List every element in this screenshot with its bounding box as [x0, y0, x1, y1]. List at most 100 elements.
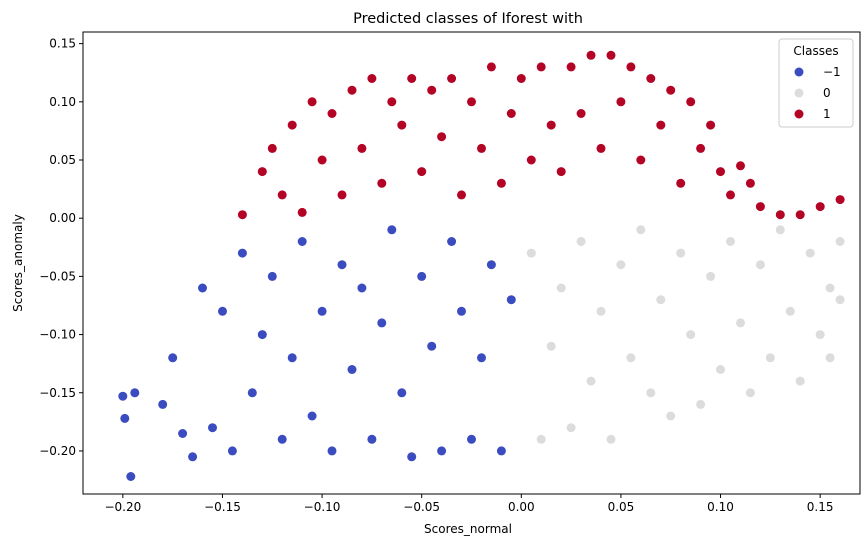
data-point: [785, 306, 795, 316]
data-point: [437, 446, 447, 456]
data-point: [646, 74, 656, 83]
data-point: [745, 178, 755, 188]
data-point: [546, 120, 556, 130]
x-tick-label: 0.05: [608, 500, 635, 514]
data-point: [775, 225, 785, 235]
data-point: [626, 353, 636, 363]
data-point: [536, 62, 546, 72]
data-point: [556, 167, 566, 177]
data-point: [795, 376, 805, 386]
x-tick-label: 0.15: [807, 500, 834, 514]
data-point: [407, 452, 417, 462]
data-point: [168, 353, 178, 363]
y-tick-label: −0.05: [39, 269, 76, 283]
data-point: [805, 248, 815, 258]
data-point: [377, 178, 387, 188]
data-point: [795, 210, 805, 220]
data-point: [716, 365, 725, 374]
data-point: [367, 434, 377, 444]
data-point: [696, 399, 706, 409]
data-point: [566, 423, 576, 433]
x-tick-label: −0.10: [304, 500, 341, 514]
legend-title: Classes: [793, 44, 838, 58]
legend: Classes −1 0 1: [778, 38, 854, 128]
data-point: [556, 283, 566, 293]
x-tick-label: 0.10: [707, 500, 734, 514]
data-point: [666, 85, 676, 95]
data-point: [686, 330, 696, 340]
data-point: [118, 391, 128, 401]
y-axis: −0.20 −0.15 −0.10 −0.05 0.00 0.05 0.10 0.15: [39, 37, 83, 458]
data-point: [656, 295, 666, 305]
data-point: [427, 85, 437, 95]
data-point: [317, 306, 327, 316]
legend-marker: [794, 88, 804, 98]
data-point: [736, 161, 745, 171]
points-layer: [118, 50, 845, 481]
legend-marker: [794, 67, 804, 77]
data-point: [596, 143, 606, 153]
data-point: [755, 202, 765, 212]
data-point: [327, 109, 337, 118]
data-point: [357, 283, 367, 293]
data-point: [277, 190, 287, 200]
data-point: [825, 353, 835, 363]
data-point: [835, 237, 845, 246]
data-point: [736, 318, 745, 328]
data-point: [317, 155, 327, 165]
data-point: [486, 62, 496, 72]
data-point: [606, 50, 616, 60]
data-point: [686, 97, 696, 107]
data-point: [496, 178, 506, 188]
data-point: [835, 295, 845, 305]
chart-title: Predicted classes of Iforest with: [353, 11, 583, 27]
data-point: [526, 248, 536, 258]
data-point: [277, 434, 287, 444]
data-point: [566, 62, 576, 72]
data-point: [387, 97, 397, 107]
data-point: [257, 330, 267, 340]
x-tick-label: −0.15: [204, 500, 241, 514]
legend-label: 0: [823, 86, 831, 100]
data-point: [227, 446, 237, 456]
data-point: [576, 237, 586, 246]
data-point: [267, 143, 277, 153]
data-point: [506, 109, 516, 118]
data-point: [287, 120, 297, 130]
data-point: [457, 190, 466, 200]
data-point: [417, 167, 427, 177]
data-point: [616, 97, 626, 107]
data-point: [397, 120, 407, 130]
data-point: [367, 74, 377, 83]
data-point: [287, 353, 297, 363]
data-point: [716, 167, 725, 177]
data-point: [467, 434, 476, 444]
data-point: [126, 472, 136, 481]
data-point: [347, 365, 357, 374]
data-point: [526, 155, 536, 165]
legend-label: 1: [823, 107, 831, 121]
y-tick-label: 0.15: [49, 37, 76, 51]
y-tick-label: −0.20: [39, 444, 76, 458]
data-point: [158, 399, 168, 409]
data-point: [636, 225, 646, 235]
data-point: [825, 283, 835, 293]
data-point: [337, 260, 347, 270]
data-point: [755, 260, 765, 270]
data-point: [546, 341, 556, 351]
data-point: [516, 74, 526, 83]
data-point: [726, 190, 735, 200]
data-point: [586, 50, 596, 60]
data-point: [765, 353, 775, 363]
data-point: [775, 210, 785, 220]
data-point: [815, 330, 825, 340]
plot-area: [82, 31, 861, 495]
data-point: [606, 434, 616, 444]
data-point: [188, 452, 198, 462]
data-point: [726, 237, 735, 246]
data-point: [656, 120, 666, 130]
data-point: [745, 388, 755, 398]
data-point: [706, 120, 716, 130]
y-tick-label: 0.00: [49, 211, 76, 225]
